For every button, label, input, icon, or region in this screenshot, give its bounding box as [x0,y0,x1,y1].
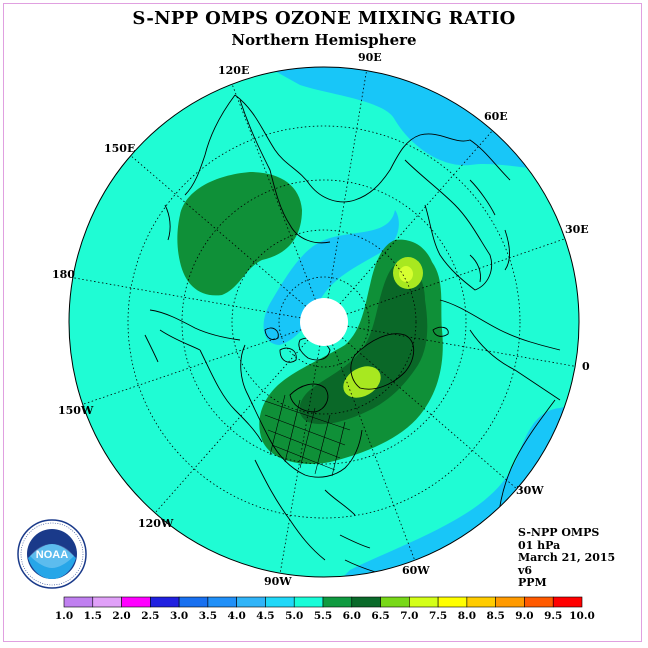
info-units: PPM [518,576,547,589]
colorbar-tick-label: 8.5 [487,610,505,622]
lon-label-30w: 30W [516,484,544,497]
colorbar-tick-label: 1.5 [84,610,102,622]
colorbar-cell [293,596,324,608]
colorbar-cell [380,596,410,608]
colorbar-tick-label: 2.5 [141,610,159,622]
colorbar-cell [265,596,295,608]
colorbar-cell [466,596,496,608]
green-cell-pacific [177,172,302,296]
colorbar-tick-label: 7.0 [400,610,418,622]
lon-label-150w: 150W [58,404,94,417]
lon-label-60w: 60W [402,564,430,577]
yellow-max-south [343,366,381,398]
yellow-max-north-core [399,266,413,282]
colorbar-tick-label: 6.5 [371,610,389,622]
lon-label-120w: 120W [138,517,174,530]
latitude-circles [127,125,521,519]
colorbar-cell [236,596,266,608]
colorbar-tick-label: 4.5 [256,610,274,622]
colorbar-cell [178,596,209,608]
lon-label-90e: 90E [358,51,382,64]
colorbar-tick-label: 7.5 [429,610,447,622]
map-subtitle: Northern Hemisphere [231,31,417,49]
noaa-logo: NOAA [17,519,87,589]
colorbar-tick-label: 4.0 [228,610,246,622]
lon-label-180: 180 [52,268,75,281]
colorbar-tick-label: 1.0 [55,610,73,622]
lon-label-150e: 150E [104,142,135,155]
colorbar-cell [207,596,237,608]
lon-label-0: 0 [582,360,590,373]
colorbar-tick-label: 8.0 [458,610,476,622]
blue-band-southeast [330,400,579,577]
page-frame [3,3,642,642]
colorbar-cell [351,596,381,608]
colorbar-tick-label: 2.0 [112,610,130,622]
colorbar-tick-label: 9.5 [544,610,562,622]
colorbar-tick-label: 10.0 [569,610,595,622]
colorbar-cell [409,596,439,608]
colorbar-cell [552,596,583,608]
colorbar-cell [437,596,468,608]
colorbar-tick-label: 6.0 [343,610,361,622]
map-border [68,66,580,578]
info-instrument: S-NPP OMPS [518,526,600,539]
colorbar-cell [322,596,353,608]
coastlines [144,94,561,577]
pole-hole [300,298,348,346]
colorbar-cell [63,596,94,608]
info-level: 01 hPa [518,538,561,552]
colorbar-tick-label: 3.0 [170,610,188,622]
logo-text: NOAA [36,549,68,561]
lon-label-90w: 90W [264,575,292,588]
meridians [69,67,579,575]
lon-label-120e: 120E [218,64,249,77]
info-version: v6 [518,563,533,577]
green-core-atlantic [299,262,428,425]
info-block: S-NPP OMPS 01 hPa March 21, 2015 v6 PPM [518,526,616,590]
map-title: S-NPP OMPS OZONE MIXING RATIO [132,8,516,29]
colorbar-cell [92,596,122,608]
colorbar-tick-label: 3.5 [199,610,217,622]
political-boundaries [261,394,351,477]
info-date: March 21, 2015 [518,551,616,564]
colorbar-tick-label: 5.0 [285,610,303,622]
colorbar-cell [495,596,525,608]
colorbar-cell [524,596,554,608]
colorbar-cell [150,596,180,608]
lon-label-30e: 30E [565,223,589,236]
colorbar-tick-label: 5.5 [314,610,332,622]
colorbar-tick-label: 9.0 [515,610,533,622]
colorbar-cell [121,596,151,608]
lon-label-60e: 60E [484,110,508,123]
